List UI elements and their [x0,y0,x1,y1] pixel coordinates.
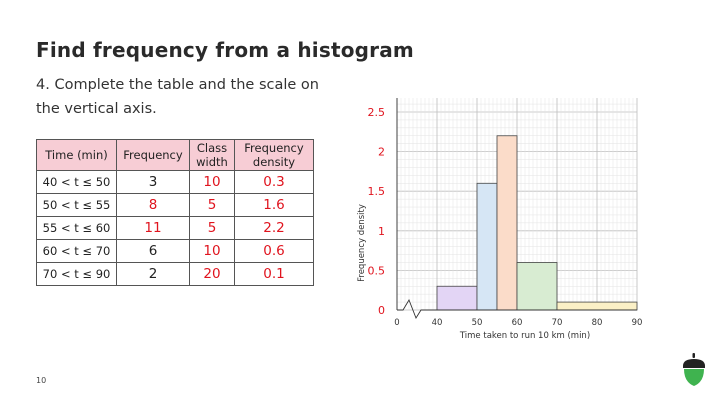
x-tick-label: 80 [592,318,603,328]
frequency-table: Time (min) Frequency Class width Frequen… [36,139,314,286]
interval-cell: 70 < t ≤ 90 [36,262,117,286]
header-time: Time (min) [36,139,117,171]
x-tick-label: 90 [632,318,643,328]
table-header-row: Time (min) Frequency Class width Frequen… [36,139,314,171]
histogram-bar [436,285,478,311]
acorn-logo-icon [683,353,705,386]
page-number: 10 [36,376,47,385]
y-tick-label: 1 [378,225,385,238]
y-tick-labels: 0 0.5 1 1.5 2 2.5 [368,106,386,317]
table-row: 40 < t ≤ 50 3 10 0.3 [36,170,314,194]
x-axis-label: Time taken to run 10 km (min) [459,331,590,341]
class-width-cell: 20 [189,262,235,286]
class-width-cell: 10 [189,170,235,194]
x-axis-line-with-break [397,298,637,319]
histogram-bar [476,182,498,311]
frequency-cell: 8 [116,193,190,217]
x-tick-label: 40 [432,318,443,328]
table-row: 50 < t ≤ 55 8 5 1.6 [36,193,314,217]
header-frequency: Frequency [116,139,190,171]
x-tick-label: 50 [472,318,483,328]
class-width-cell: 10 [189,239,235,263]
y-tick-label: 1.5 [368,185,386,198]
histogram-chart: 0 0.5 1 1.5 2 2.5 0 40 50 60 70 80 90 Time taken to… [357,98,642,341]
density-cell: 0.1 [234,262,314,286]
class-width-cell: 5 [189,216,235,240]
x-tick-label: 70 [552,318,563,328]
table-row: 60 < t ≤ 70 6 10 0.6 [36,239,314,263]
table-row: 70 < t ≤ 90 2 20 0.1 [36,262,314,286]
frequency-cell: 2 [116,262,190,286]
frequency-cell: 11 [116,216,190,240]
histogram-bar [556,301,638,311]
histogram-bar [516,262,558,311]
frequency-cell: 6 [116,239,190,263]
slide-title: Find frequency from a histogram [36,38,414,62]
interval-cell: 50 < t ≤ 55 [36,193,117,217]
histogram-bars [436,135,638,311]
histogram-bar [496,135,518,311]
density-cell: 2.2 [234,216,314,240]
density-cell: 0.3 [234,170,314,194]
y-tick-label: 0.5 [368,264,386,277]
frequency-cell: 3 [116,170,190,194]
y-axis-label: Frequency density [357,204,367,282]
y-tick-label: 2 [378,146,385,159]
interval-cell: 40 < t ≤ 50 [36,170,117,194]
y-tick-label: 2.5 [368,106,386,119]
density-cell: 0.6 [234,239,314,263]
class-width-cell: 5 [189,193,235,217]
instruction-text: 4. Complete the table and the scale on t… [36,77,319,117]
header-frequency-density: Frequency density [234,139,314,171]
x-tick-label: 60 [512,318,523,328]
x-tick-labels: 0 40 50 60 70 80 90 [394,318,642,328]
y-tick-label: 0 [378,304,385,317]
density-cell: 1.6 [234,193,314,217]
table-row: 55 < t ≤ 60 11 5 2.2 [36,216,314,240]
interval-cell: 55 < t ≤ 60 [36,216,117,240]
interval-cell: 60 < t ≤ 70 [36,239,117,263]
chart-axes [396,98,637,319]
header-class-width: Class width [189,139,235,171]
x-tick-label: 0 [394,318,399,328]
